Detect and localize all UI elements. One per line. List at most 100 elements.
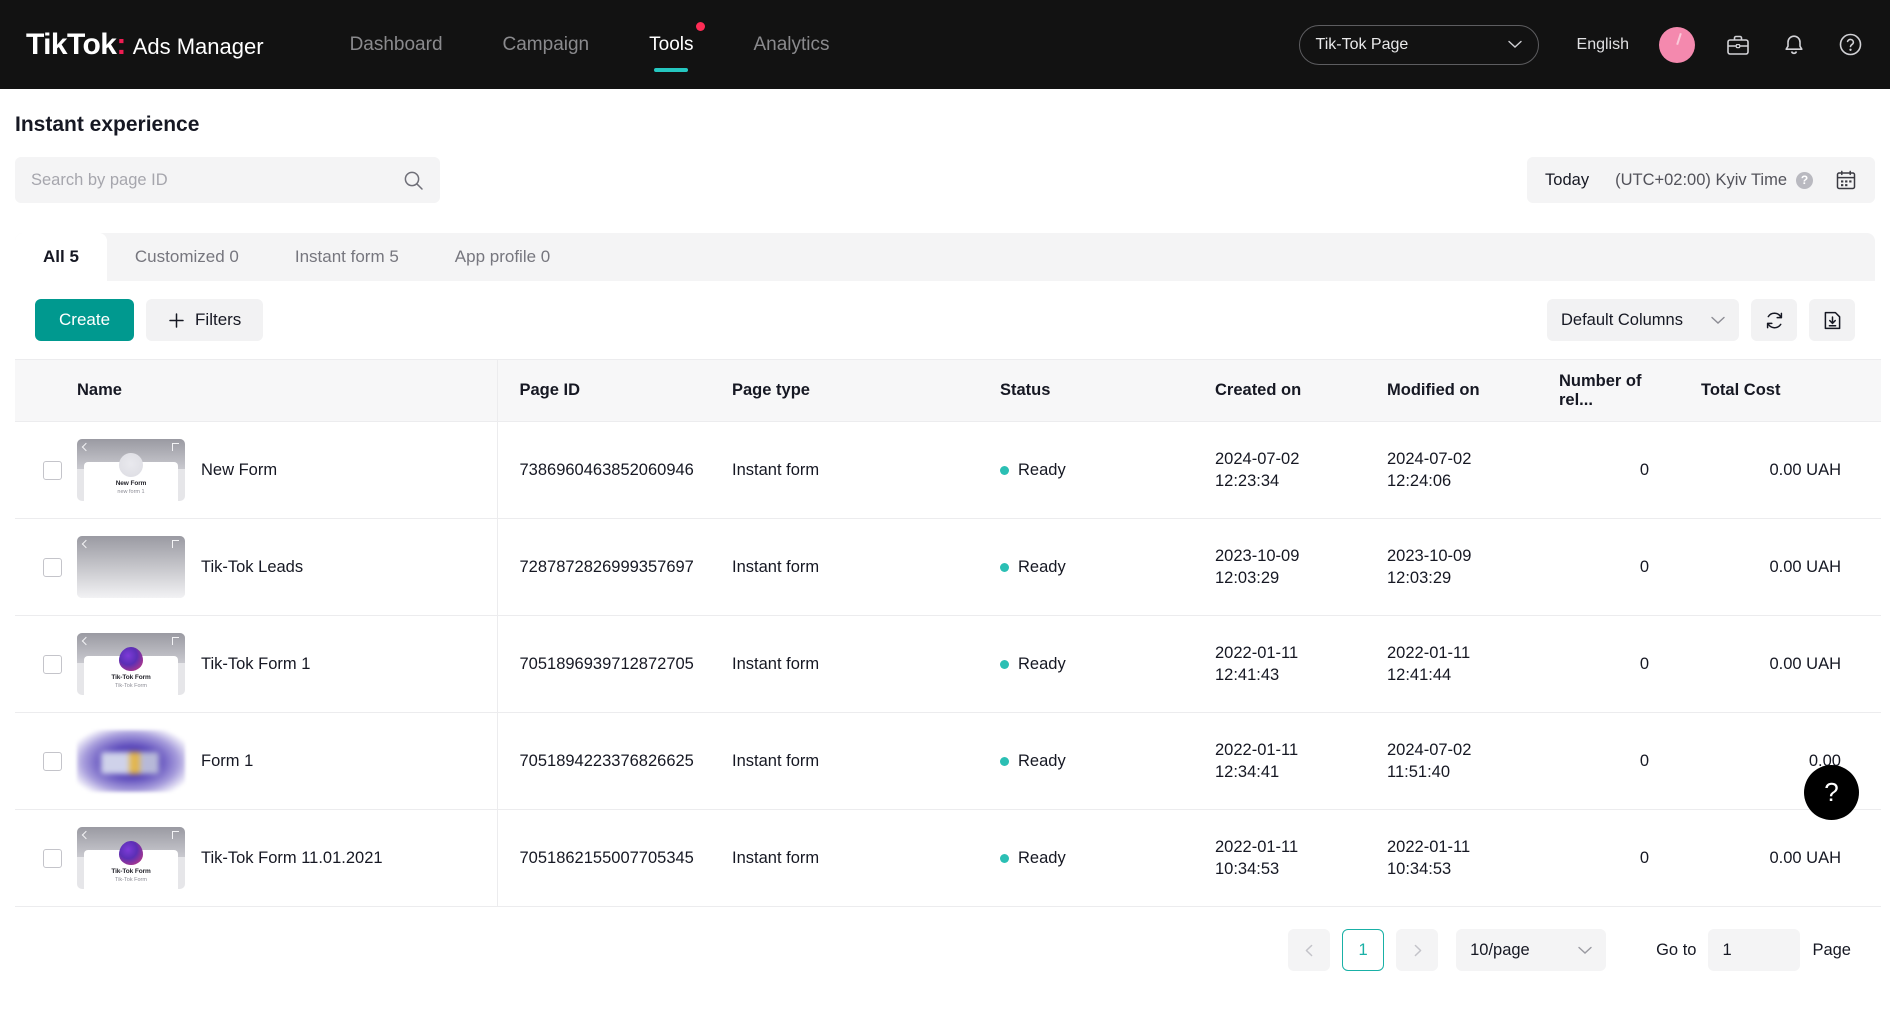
bell-icon[interactable] [1781,32,1807,58]
table-row[interactable]: Tik-Tok Form Tik-Tok Form Tik-Tok Form 1… [15,615,1881,713]
status-dot-icon [1000,756,1009,766]
row-name[interactable]: Tik-Tok Leads [201,557,304,576]
floating-help-button[interactable]: ? [1804,765,1859,820]
account-select[interactable]: Tik-Tok Page [1298,24,1539,65]
nav-item-tools[interactable]: Tools [619,0,723,89]
date-range-today-label: Today [1545,170,1590,189]
table-body: New Form new form 1 New Form 73869604638… [15,421,1881,907]
row-checkbox[interactable] [43,654,62,674]
export-button[interactable] [1809,299,1855,341]
row-name-cell: Tik-Tok Form Tik-Tok Form Tik-Tok Form 1 [77,615,497,713]
created-date: 2022-01-11 [1215,837,1299,856]
status-badge: Ready [1018,751,1066,770]
modified-date: 2024-07-02 [1387,449,1472,468]
row-checkbox[interactable] [43,751,62,771]
table-row[interactable]: Tik-Tok Leads 7287872826999357697 Instan… [15,518,1881,616]
table-row[interactable]: Form 1 7051894223376826625 Instant form … [15,712,1881,810]
created-date: 2023-10-09 [1215,546,1300,565]
created-date: 2022-01-11 [1215,740,1299,759]
column-header-page-type[interactable]: Page type [732,359,1000,422]
columns-select[interactable]: Default Columns [1547,299,1739,341]
instant-experience-table: Name Page ID Page type Status Created on… [15,359,1881,907]
column-header-created-on[interactable]: Created on [1215,359,1387,422]
tab-instant-form[interactable]: Instant form 5 [267,233,427,281]
page-content: Instant experience Today (UTC+02:00) Kyi… [0,89,1890,971]
nav-item-analytics[interactable]: Analytics [723,0,859,89]
row-page-id: 7386960463852060946 [496,421,732,519]
row-checkbox[interactable] [43,460,62,480]
nav-label: Campaign [502,33,590,55]
status-badge: Ready [1018,460,1066,479]
row-name[interactable]: Tik-Tok Form 11.01.2021 [201,848,383,867]
form-thumbnail[interactable]: New Form new form 1 [77,439,185,501]
modified-date: 2022-01-11 [1387,643,1471,662]
status-badge: Ready [1018,848,1066,867]
thumbnail-title: Tik-Tok Form [111,674,151,681]
row-total-cost: 0.00 UAH [1701,615,1881,713]
row-select-cell [15,421,77,519]
modified-time: 11:51:40 [1387,763,1451,781]
tab-label: Instant form 5 [294,247,399,266]
row-checkbox[interactable] [43,848,62,868]
search-input[interactable] [31,170,403,190]
chevron-right-icon [1414,944,1421,956]
page-size-select[interactable]: 10/page [1456,929,1607,971]
briefcase-icon[interactable] [1725,32,1751,58]
thumbnail-subtitle: Tik-Tok Form [115,877,147,883]
thumbnail-subtitle: new form 1 [117,489,145,495]
table-row[interactable]: Tik-Tok Form Tik-Tok Form Tik-Tok Form 1… [15,809,1881,907]
row-name[interactable]: New Form [201,460,278,479]
date-range-picker[interactable]: Today (UTC+02:00) Kyiv Time ? [1527,157,1875,203]
avatar[interactable] [1659,26,1695,63]
help-circle-icon[interactable] [1837,31,1864,58]
refresh-button[interactable] [1751,299,1797,341]
filters-button[interactable]: Filters [146,299,264,341]
nav-item-dashboard[interactable]: Dashboard [320,0,473,89]
form-thumbnail[interactable]: Tik-Tok Form Tik-Tok Form [77,827,185,889]
pagination-prev-button[interactable] [1288,929,1331,971]
modified-time: 12:24:06 [1387,472,1452,490]
goto-page-input[interactable] [1708,929,1801,971]
column-header-name[interactable]: Name [77,359,497,422]
form-thumbnail[interactable] [77,730,185,792]
timezone-help-icon[interactable]: ? [1796,171,1813,189]
tab-label: App profile 0 [454,247,551,266]
column-header-modified-on[interactable]: Modified on [1387,359,1559,422]
create-button[interactable]: Create [35,299,135,341]
row-total-cost: 0.00 UAH [1701,809,1881,907]
row-status-cell: Ready [1000,518,1215,616]
search-icon [404,171,423,190]
nav-item-campaign[interactable]: Campaign [473,0,620,89]
form-thumbnail[interactable] [77,536,185,598]
account-select-label: Tik-Tok Page [1315,35,1409,53]
column-header-page-id[interactable]: Page ID [496,359,732,422]
tab-label: Customized 0 [134,247,239,266]
row-name-cell: Form 1 [77,712,497,810]
main-nav-links: Dashboard Campaign Tools Analytics [320,0,860,89]
brand-logo[interactable]: TikTok: Ads Manager [26,28,264,62]
row-checkbox[interactable] [43,557,62,577]
column-header-number-of-related[interactable]: Number of rel... [1559,359,1701,422]
language-selector[interactable]: English [1577,36,1629,54]
row-name[interactable]: Tik-Tok Form 1 [201,654,311,673]
row-name[interactable]: Form 1 [201,751,254,770]
form-thumbnail[interactable]: Tik-Tok Form Tik-Tok Form [77,633,185,695]
tab-customized[interactable]: Customized 0 [107,233,267,281]
column-header-status[interactable]: Status [1000,359,1215,422]
pagination-page-1[interactable]: 1 [1342,929,1385,971]
goto-label: Go to [1656,940,1697,959]
search-box[interactable] [15,157,440,203]
calendar-icon[interactable] [1835,169,1857,191]
tab-app-profile[interactable]: App profile 0 [427,233,578,281]
row-page-type: Instant form [732,615,1000,713]
row-page-id: 7051894223376826625 [496,712,732,810]
chevron-down-icon [1507,40,1522,48]
download-icon [1824,311,1840,329]
timezone-label: (UTC+02:00) Kyiv Time [1615,170,1787,189]
pagination-next-button[interactable] [1396,929,1439,971]
tab-all[interactable]: All 5 [15,233,107,281]
row-total-cost: 0.00 UAH [1701,421,1881,519]
table-row[interactable]: New Form new form 1 New Form 73869604638… [15,421,1881,519]
column-header-total-cost[interactable]: Total Cost [1701,359,1881,422]
